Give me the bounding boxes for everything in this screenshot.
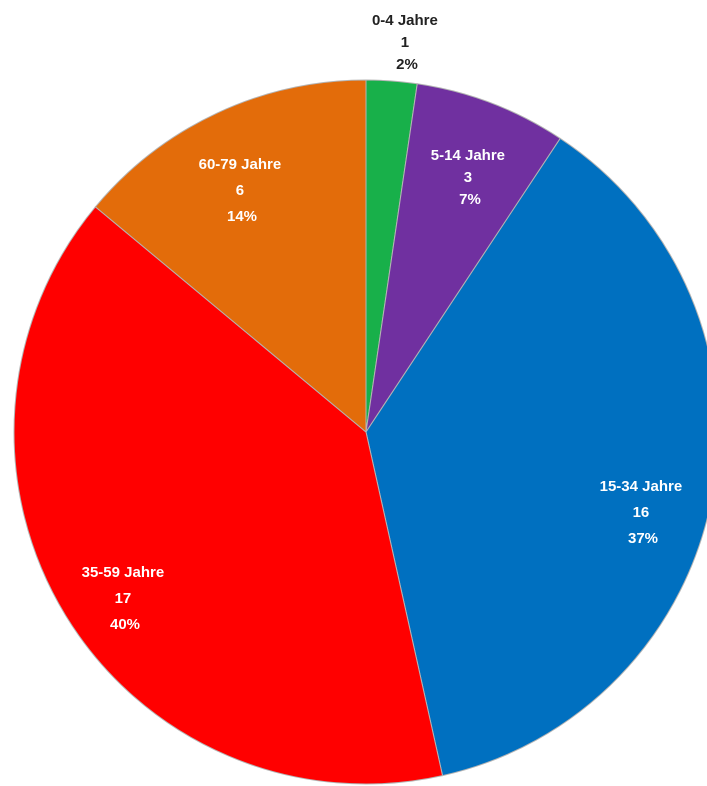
slice-category-5-14-jahre: 5-14 Jahre [431, 147, 505, 164]
pie-slice-5-14-jahre [365, 83, 561, 433]
slice-label-60-79-jahre: 60-79 Jahre 6 14% [199, 156, 286, 225]
slice-percent-5-14-jahre: 7% [459, 191, 481, 208]
slice-category-60-79-jahre: 60-79 Jahre [199, 156, 282, 173]
slice-category-35-59-jahre: 35-59 Jahre [82, 564, 165, 581]
pie-slice-35-59-jahre [13, 206, 444, 785]
slice-category-15-34-jahre: 15-34 Jahre [600, 478, 683, 495]
slice-value-0-4-jahre: 1 [401, 34, 409, 51]
slice-percent-60-79-jahre: 14% [227, 208, 257, 225]
slice-label-5-14-jahre: 5-14 Jahre 3 7% [431, 147, 509, 208]
slice-category-0-4-jahre: 0-4 Jahre [372, 12, 438, 29]
slice-percent-0-4-jahre: 2% [396, 56, 418, 73]
pie-data-labels: 0-4 Jahre 1 2% 5-14 Jahre 3 7% 15-34 Jah… [82, 12, 687, 633]
slice-value-60-79-jahre: 6 [236, 182, 244, 199]
pie-slices [13, 79, 707, 785]
pie-slice-15-34-jahre [365, 137, 707, 777]
slice-label-15-34-jahre: 15-34 Jahre 16 37% [600, 478, 687, 547]
slice-value-15-34-jahre: 16 [633, 504, 650, 521]
slice-value-35-59-jahre: 17 [115, 590, 132, 607]
pie-slice-60-79-jahre [94, 79, 367, 434]
slice-label-0-4-jahre: 0-4 Jahre 1 2% [372, 12, 442, 73]
slice-percent-15-34-jahre: 37% [628, 530, 658, 547]
slice-percent-35-59-jahre: 40% [110, 616, 140, 633]
slice-label-35-59-jahre: 35-59 Jahre 17 40% [82, 564, 169, 633]
slice-value-5-14-jahre: 3 [464, 169, 472, 186]
